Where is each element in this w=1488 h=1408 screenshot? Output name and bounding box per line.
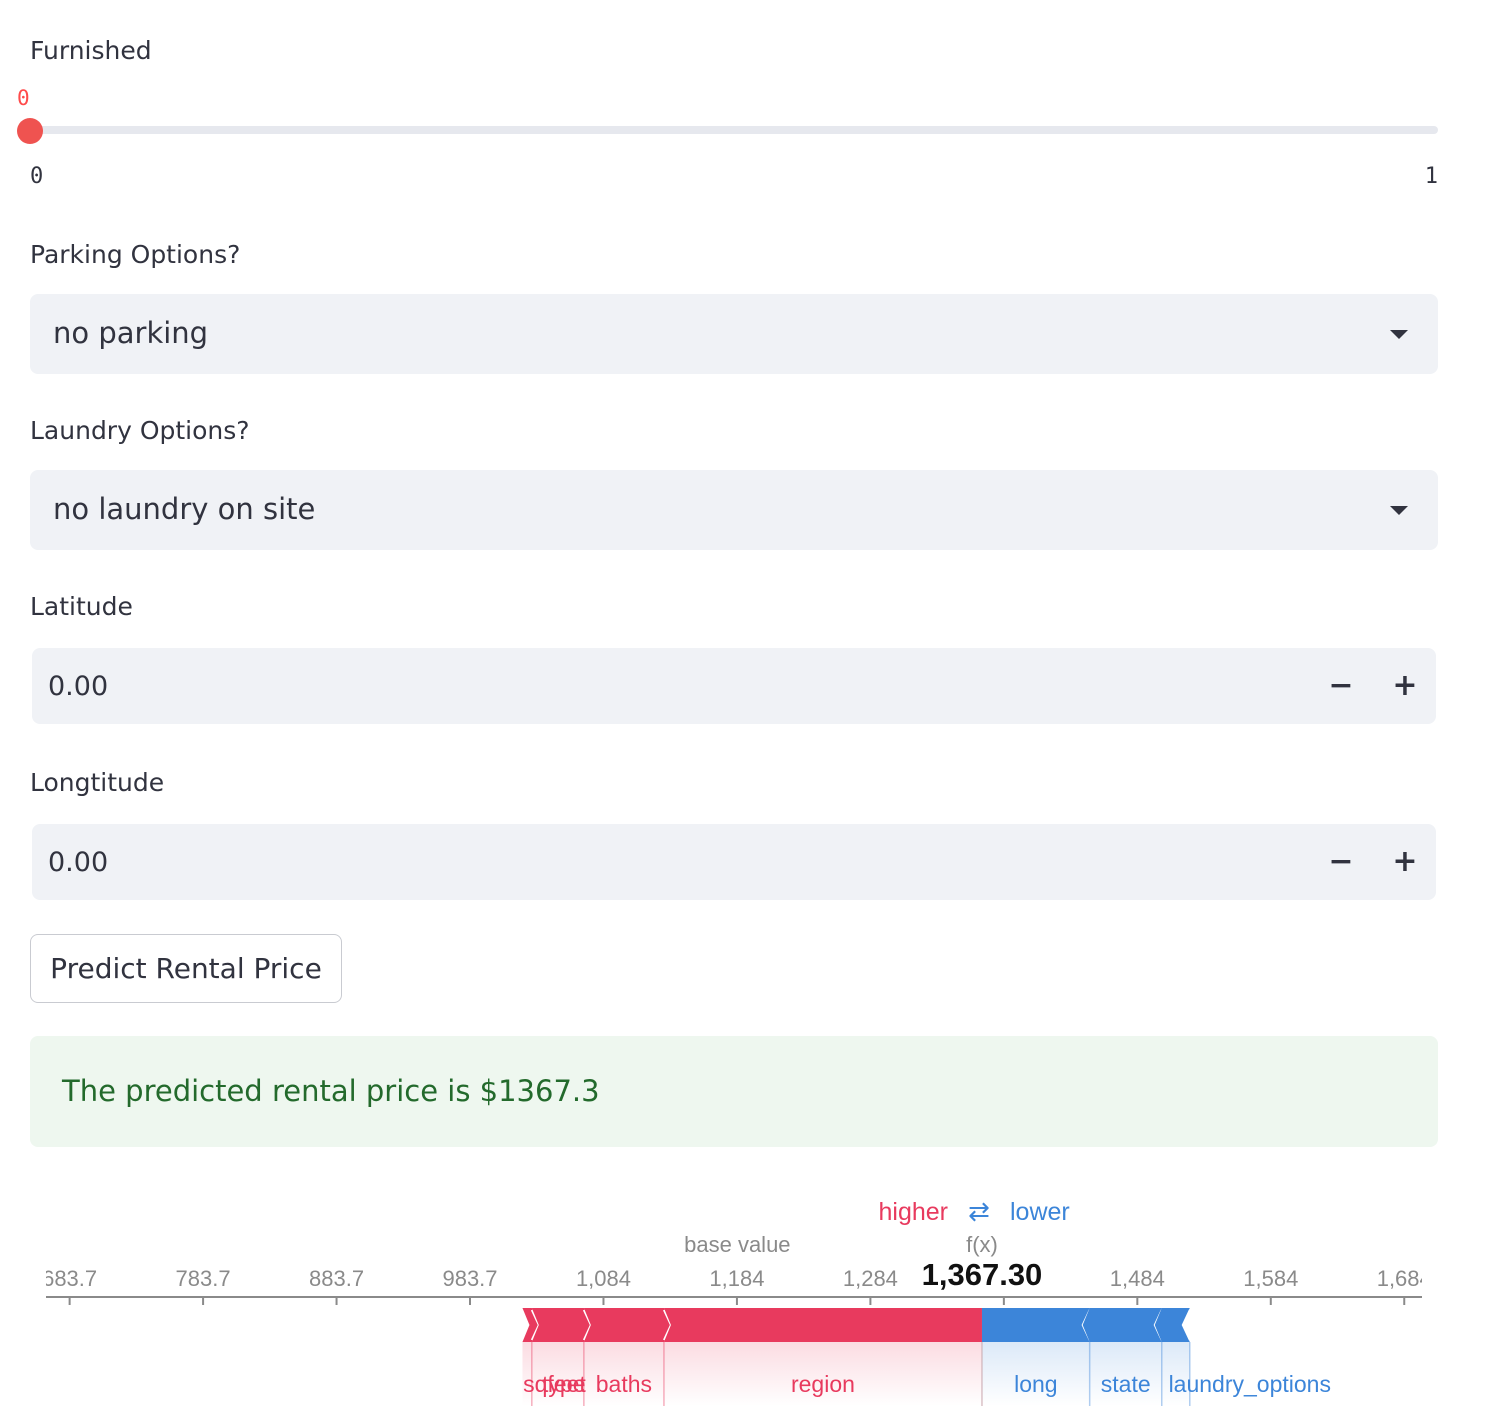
feature-label-state: state xyxy=(1101,1371,1151,1397)
parking-select[interactable]: no parking xyxy=(30,294,1438,374)
furnished-label: Furnished xyxy=(30,36,152,65)
swap-arrows-icon: ⇄ xyxy=(968,1196,990,1226)
feature-label-type: type xyxy=(542,1371,585,1397)
force-label-shadow xyxy=(583,1342,664,1406)
shap-force-plot: higher ⇄ lower base value f(x) 683.7 783.… xyxy=(42,1196,1432,1406)
force-bar-separator xyxy=(582,1309,592,1341)
longitude-increment-button[interactable]: + xyxy=(1392,844,1418,879)
axis-tick-label: 783.7 xyxy=(176,1266,231,1291)
axis-tick-label: 1,284 xyxy=(843,1266,898,1291)
legend-higher: higher xyxy=(879,1198,949,1226)
fx-label: f(x) xyxy=(966,1232,998,1257)
force-bar-positive xyxy=(663,1308,982,1342)
axis-tick-label: 1,684 xyxy=(1377,1266,1432,1291)
latitude-input[interactable] xyxy=(32,648,1292,724)
parking-label: Parking Options? xyxy=(30,240,241,269)
furnished-min: 0 xyxy=(30,164,44,189)
axis-tick-label: 983.7 xyxy=(442,1266,497,1291)
latitude-increment-button[interactable]: + xyxy=(1392,668,1418,703)
laundry-label: Laundry Options? xyxy=(30,416,250,445)
latitude-input-container: − + xyxy=(32,648,1436,724)
parking-selected-value: no parking xyxy=(53,316,209,350)
force-bar-positive xyxy=(583,1308,671,1342)
longitude-input-container: − + xyxy=(32,824,1436,900)
axis-tick-label: 1,484 xyxy=(1110,1266,1165,1291)
longitude-input[interactable] xyxy=(32,824,1292,900)
feature-label-region: region xyxy=(791,1371,855,1397)
longitude-decrement-button[interactable]: − xyxy=(1328,844,1354,879)
axis-tick-label: 883.7 xyxy=(309,1266,364,1291)
laundry-selected-value: no laundry on site xyxy=(53,492,316,526)
feature-label-long: long xyxy=(1014,1371,1057,1397)
force-bar-separator xyxy=(530,1309,540,1341)
latitude-label: Latitude xyxy=(30,592,133,621)
chevron-down-icon xyxy=(1390,506,1408,515)
force-bar-negative xyxy=(981,1308,1090,1342)
laundry-select[interactable]: no laundry on site xyxy=(30,470,1438,550)
furnished-slider-track[interactable] xyxy=(30,126,1438,134)
feature-label-laundry_options: laundry_options xyxy=(1169,1371,1331,1397)
force-bar-separator xyxy=(1181,1309,1191,1341)
base-value-label: base value xyxy=(684,1232,790,1257)
force-bar-positive xyxy=(531,1308,591,1342)
prediction-success-alert: The predicted rental price is $1367.3 xyxy=(30,1036,1438,1147)
furnished-max: 1 xyxy=(1424,164,1438,189)
furnished-slider-thumb[interactable] xyxy=(17,118,43,144)
force-label-shadow xyxy=(531,1342,584,1406)
force-bar-separator xyxy=(663,1309,673,1341)
predict-rental-price-button[interactable]: Predict Rental Price xyxy=(30,934,342,1003)
chevron-down-icon xyxy=(1390,330,1408,339)
force-label-shadow xyxy=(1089,1342,1162,1406)
axis-tick-label: 683.7 xyxy=(42,1266,97,1291)
latitude-decrement-button[interactable]: − xyxy=(1328,668,1354,703)
force-label-shadow xyxy=(663,1342,982,1406)
output-value-label: 1,367.30 xyxy=(922,1257,1043,1292)
axis-tick-label: 1,084 xyxy=(576,1266,631,1291)
longitude-label: Longtitude xyxy=(30,768,165,797)
axis-tick-label: 1,184 xyxy=(709,1266,764,1291)
legend-lower: lower xyxy=(1010,1198,1070,1226)
feature-label-baths: baths xyxy=(596,1371,652,1397)
force-label-shadow xyxy=(981,1342,1090,1406)
force-label-shadow xyxy=(1161,1342,1190,1406)
furnished-current-value: 0 xyxy=(17,86,30,110)
force-label-shadow xyxy=(522,1342,532,1406)
force-bar-negative xyxy=(1082,1308,1162,1342)
axis-tick-label: 1,584 xyxy=(1243,1266,1298,1291)
prediction-result-text: The predicted rental price is $1367.3 xyxy=(62,1074,600,1108)
force-bar-negative xyxy=(1154,1308,1190,1342)
